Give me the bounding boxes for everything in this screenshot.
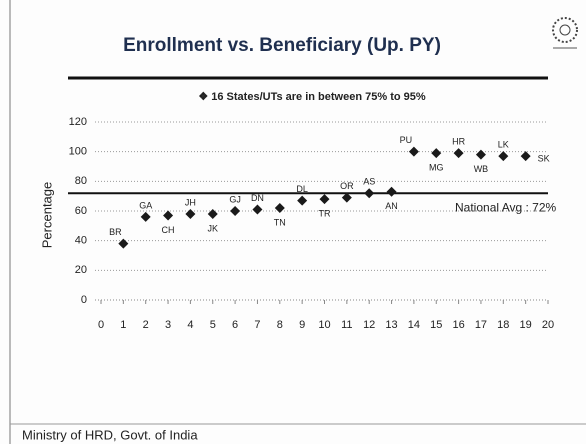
point-label: AS (363, 177, 375, 187)
x-tick-label: 4 (187, 319, 193, 331)
y-tick-label: 100 (69, 146, 87, 158)
x-tick-label: 8 (277, 319, 283, 331)
x-tick-label: 9 (299, 319, 305, 331)
y-tick-label: 0 (81, 294, 87, 306)
point-label: GJ (229, 194, 241, 204)
reference-label: National Avg : 72% (455, 200, 557, 214)
marker (319, 194, 330, 205)
point-label: OR (340, 181, 354, 191)
marker (274, 203, 285, 214)
x-tick-label: 3 (165, 319, 171, 331)
point-label: GA (139, 200, 152, 210)
point-label: PU (400, 135, 413, 145)
x-tick-label: 16 (452, 319, 464, 331)
point-label: LK (498, 139, 509, 149)
marker (431, 148, 442, 159)
x-tick-label: 7 (254, 319, 260, 331)
y-tick-label: 80 (75, 175, 87, 187)
x-tick-label: 0 (98, 319, 104, 331)
marker (207, 208, 218, 219)
point-label: WB (474, 164, 489, 174)
point-label: TN (274, 217, 286, 227)
marker (453, 148, 464, 159)
point-label: HR (452, 137, 465, 147)
point-label: TR (319, 209, 331, 219)
x-tick-label: 19 (520, 319, 532, 331)
x-tick-label: 2 (143, 319, 149, 331)
point-label: JK (207, 223, 218, 233)
point-label: AN (385, 201, 398, 211)
marker (230, 206, 241, 216)
x-tick-label: 5 (210, 319, 216, 331)
point-label: SK (538, 153, 550, 163)
point-label: CH (162, 225, 175, 235)
marker (341, 192, 352, 203)
y-tick-label: 60 (75, 205, 87, 217)
marker (364, 188, 375, 199)
x-tick-label: 20 (542, 319, 554, 331)
x-tick-label: 13 (385, 319, 397, 331)
point-label: JH (185, 197, 196, 207)
x-tick-label: 11 (341, 319, 352, 331)
x-tick-label: 18 (497, 319, 509, 331)
annotation: ❖ 16 States/UTs are in between 75% to 95… (198, 91, 426, 103)
marker (163, 210, 174, 221)
marker (498, 151, 509, 162)
point-label: MG (429, 163, 444, 173)
x-tick-label: 1 (120, 319, 126, 331)
y-axis-label: Percentage (39, 182, 54, 249)
y-tick-label: 120 (69, 116, 87, 128)
marker (475, 149, 486, 160)
x-tick-label: 12 (363, 319, 375, 331)
marker (185, 208, 196, 219)
x-tick-label: 17 (475, 319, 487, 331)
point-label: DL (296, 184, 308, 194)
marker (386, 186, 397, 197)
marker (140, 211, 151, 222)
point-label: DN (251, 193, 264, 203)
marker (297, 195, 308, 206)
y-tick-label: 20 (75, 264, 87, 276)
marker (118, 238, 129, 249)
marker (252, 204, 263, 215)
marker (408, 146, 419, 157)
point-label: BR (109, 227, 122, 237)
chart-title: Enrollment vs. Beneficiary (Up. PY) (123, 35, 441, 56)
x-tick-label: 6 (232, 319, 238, 331)
x-tick-label: 15 (430, 319, 442, 331)
y-tick-label: 40 (75, 235, 87, 247)
footer: Ministry of HRD, Govt. of India (22, 427, 198, 442)
x-tick-label: 14 (408, 319, 420, 331)
marker (520, 151, 531, 162)
logo (552, 17, 578, 49)
x-tick-label: 10 (318, 319, 330, 331)
